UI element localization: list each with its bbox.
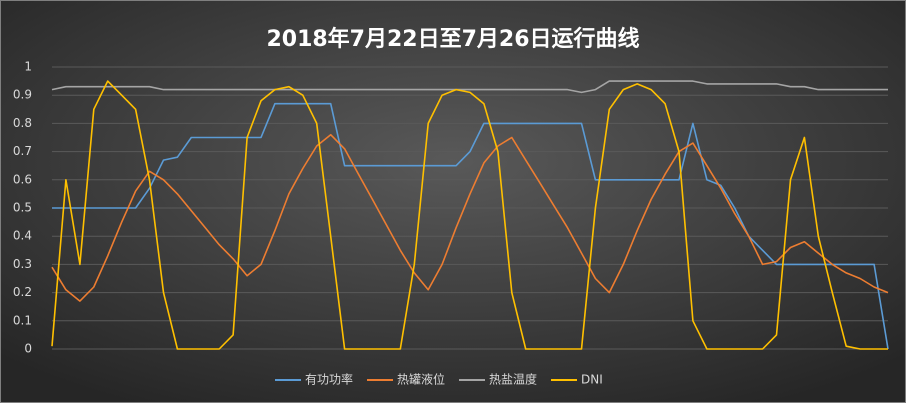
line-series	[51, 80, 888, 94]
line-series	[51, 80, 888, 350]
y-tick-label: 0.5	[13, 201, 32, 215]
y-tick-label: 0.3	[13, 257, 32, 271]
y-tick-label: 0.1	[13, 313, 32, 327]
y-tick-label: 0.7	[13, 144, 32, 158]
y-tick-label: 0.2	[13, 285, 32, 299]
legend-label: 热罐液位	[397, 372, 445, 387]
y-tick-label: 0.6	[13, 172, 32, 186]
legend-label: 热盐温度	[489, 372, 537, 387]
legend-label: DNI	[581, 373, 603, 387]
y-tick-label: 0.4	[13, 229, 32, 243]
chart-title: 2018年7月22日至7月26日运行曲线	[266, 26, 639, 52]
line-series	[51, 133, 889, 302]
y-tick-label: 0	[24, 342, 32, 356]
y-tick-label: 1	[24, 60, 32, 74]
y-tick-label: 0.8	[13, 116, 32, 130]
legend-label: 有功功率	[305, 372, 353, 387]
y-tick-label: 0.9	[13, 88, 32, 102]
